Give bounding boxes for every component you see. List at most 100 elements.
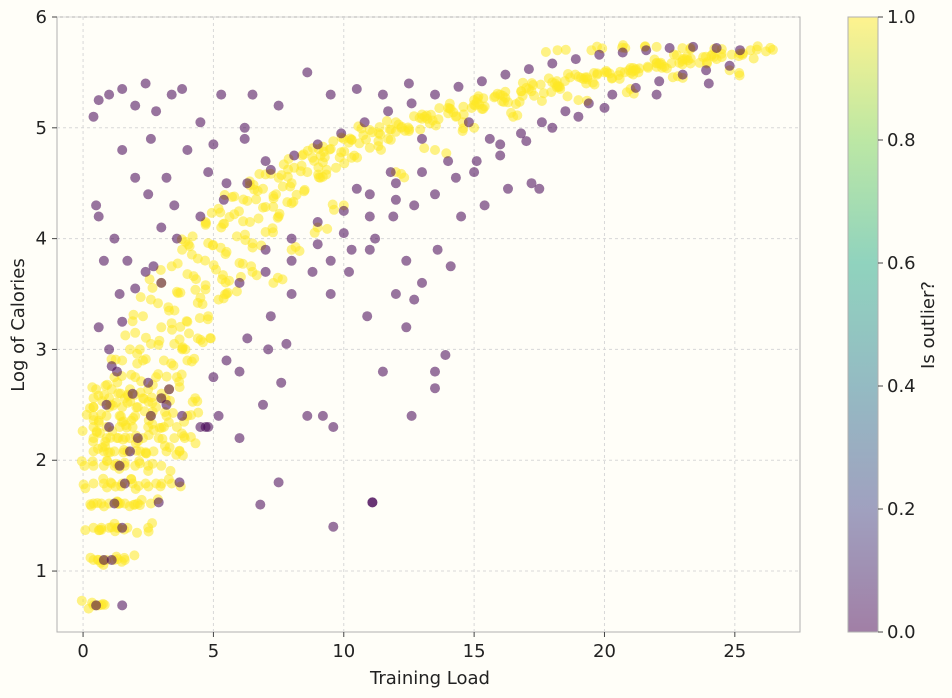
point-outlier: [153, 369, 164, 380]
point-outlier: [227, 192, 237, 202]
point-outlier: [188, 271, 199, 282]
point-outlier: [88, 436, 99, 447]
point-outlier: [478, 103, 489, 114]
point-outlier: [156, 422, 167, 433]
point-outlier: [385, 134, 396, 145]
point-inlier: [495, 150, 506, 161]
point-inlier: [351, 84, 362, 94]
point-inlier: [218, 194, 229, 205]
point-inlier: [338, 205, 349, 216]
point-outlier: [184, 328, 194, 339]
point-inlier: [143, 377, 154, 388]
point-outlier: [562, 91, 573, 102]
point-inlier: [93, 322, 104, 333]
point-outlier: [98, 473, 109, 484]
point-outlier: [174, 376, 185, 387]
point-inlier: [93, 211, 104, 222]
point-inlier: [171, 233, 182, 244]
point-outlier: [105, 477, 116, 488]
point-inlier: [390, 178, 401, 189]
point-outlier: [144, 274, 155, 285]
point-inlier: [430, 89, 440, 100]
point-outlier: [536, 96, 547, 106]
point-inlier: [281, 338, 292, 349]
point-outlier: [135, 387, 146, 398]
point-inlier: [338, 228, 349, 239]
x-tick-label: 10: [332, 641, 355, 662]
point-inlier: [526, 178, 537, 189]
point-inlier: [101, 399, 112, 410]
point-inlier: [93, 95, 104, 106]
point-inlier: [289, 150, 300, 161]
point-outlier: [185, 432, 196, 442]
point-inlier: [203, 422, 214, 432]
point-inlier: [362, 311, 373, 322]
point-outlier: [132, 358, 143, 369]
point-inlier: [409, 200, 420, 211]
point-outlier: [156, 460, 167, 471]
point-outlier: [126, 369, 137, 380]
point-outlier: [430, 145, 440, 155]
point-inlier: [109, 498, 120, 509]
point-outlier: [172, 258, 183, 269]
point-outlier: [128, 413, 139, 423]
point-inlier: [174, 477, 185, 488]
point-inlier: [403, 78, 414, 89]
point-inlier: [735, 45, 745, 56]
point-outlier: [186, 410, 197, 421]
point-outlier: [130, 327, 141, 338]
point-outlier: [489, 92, 500, 103]
point-inlier: [312, 239, 323, 250]
point-outlier: [299, 186, 310, 197]
point-outlier: [169, 305, 180, 316]
point-inlier: [450, 172, 461, 183]
point-inlier: [570, 54, 581, 65]
point-inlier: [114, 460, 125, 471]
point-inlier: [156, 393, 167, 404]
point-inlier: [234, 366, 245, 377]
point-outlier: [200, 219, 211, 230]
point-inlier: [140, 78, 151, 89]
point-inlier: [177, 410, 188, 421]
point-inlier: [430, 366, 440, 377]
point-inlier: [127, 388, 138, 399]
point-outlier: [415, 124, 426, 135]
point-outlier: [651, 41, 662, 52]
colorbar-tick-label: 0.8: [887, 130, 916, 151]
point-outlier: [589, 68, 599, 78]
point-inlier: [500, 69, 511, 80]
colorbar-tick-label: 0.6: [887, 253, 916, 274]
colorbar-ticks: 0.0 0.2 0.4 0.6 0.8 1.0: [878, 7, 916, 643]
point-inlier: [599, 102, 610, 113]
point-inlier: [443, 156, 454, 167]
point-outlier: [294, 246, 305, 256]
point-inlier: [560, 106, 571, 117]
y-tick-label: 2: [36, 450, 47, 471]
point-inlier: [216, 89, 227, 100]
point-outlier: [180, 344, 191, 355]
point-outlier: [147, 458, 158, 469]
x-tick-label: 5: [208, 641, 219, 662]
x-axis-label: Training Load: [369, 668, 490, 689]
point-outlier: [249, 184, 260, 195]
point-inlier: [208, 139, 219, 150]
point-inlier: [328, 521, 339, 532]
point-outlier: [624, 65, 635, 76]
point-outlier: [202, 314, 213, 325]
point-inlier: [302, 410, 313, 421]
point-inlier: [273, 100, 284, 111]
point-inlier: [445, 261, 456, 272]
point-outlier: [157, 433, 168, 444]
point-outlier: [231, 286, 242, 297]
point-inlier: [117, 600, 128, 611]
point-inlier: [453, 81, 464, 92]
point-outlier: [433, 114, 444, 125]
point-inlier: [273, 477, 284, 488]
point-outlier: [283, 164, 294, 175]
point-outlier: [451, 111, 462, 122]
point-outlier: [251, 194, 262, 205]
point-outlier: [118, 416, 129, 427]
point-outlier: [194, 313, 205, 324]
point-inlier: [456, 211, 467, 222]
point-inlier: [385, 167, 396, 178]
